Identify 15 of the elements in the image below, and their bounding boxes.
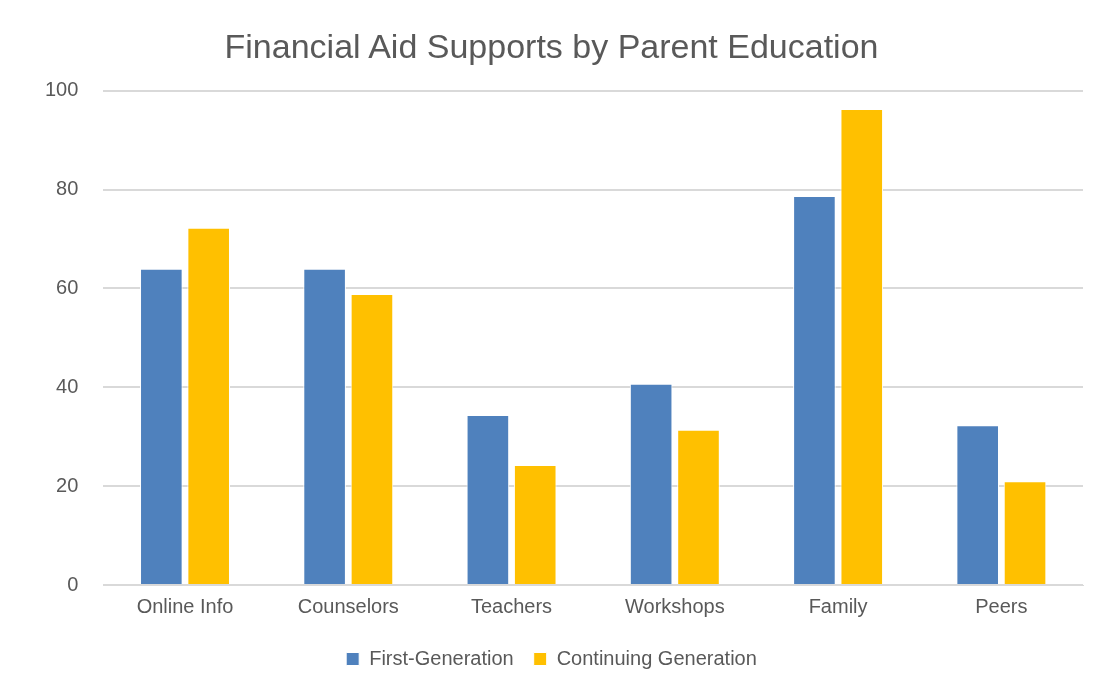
x-tick-label: Online Info — [136, 594, 234, 617]
x-tick-label: Workshops — [624, 594, 725, 617]
x-tick-label: Counselors — [297, 594, 399, 617]
y-tick-label: 20 — [56, 473, 79, 496]
y-tick-label: 0 — [67, 572, 79, 595]
y-tick-label: 100 — [44, 78, 79, 101]
x-tick-label: Family — [808, 594, 868, 617]
y-tick-label: 60 — [56, 276, 79, 298]
x-tick-label: Teachers — [470, 594, 553, 617]
x-tick-label: Peers — [975, 594, 1028, 617]
y-tick-label: 40 — [56, 374, 79, 397]
chart-title: Financial Aid Supports by Parent Education — [224, 26, 879, 65]
y-tick-label: 80 — [56, 177, 79, 200]
legend-label: First-Generation — [369, 646, 514, 669]
legend-label: Continuing Generation — [556, 646, 757, 669]
